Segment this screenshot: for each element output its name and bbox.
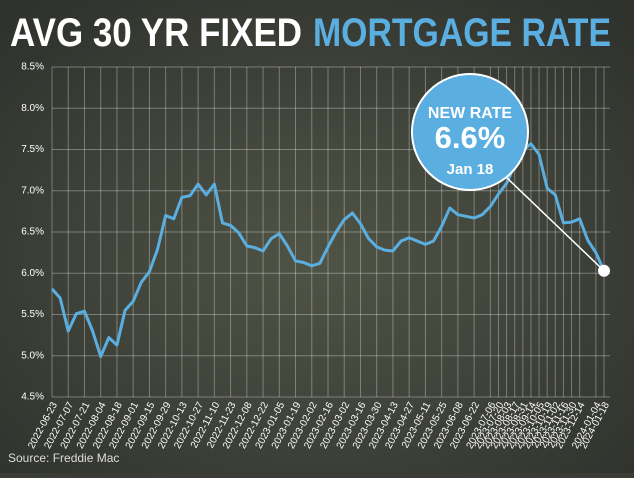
- y-tick-label: 7.5%: [21, 144, 44, 155]
- y-tick-label: 6.5%: [21, 227, 44, 238]
- callout-value: 6.6%: [435, 120, 506, 155]
- source: Source: Freddie Mac: [8, 451, 119, 465]
- latest-point: [598, 264, 610, 277]
- y-tick-label: 7.0%: [21, 185, 44, 196]
- callout-date: Jan 18: [447, 161, 494, 178]
- y-tick-label: 8.0%: [21, 103, 44, 114]
- y-tick-label: 6.0%: [21, 268, 44, 279]
- callout-connector: [505, 176, 605, 272]
- callout-bubble: [411, 73, 529, 191]
- y-tick-label: 4.5%: [21, 392, 44, 403]
- callout-heading: NEW RATE: [428, 105, 512, 122]
- y-tick-label: 8.5%: [21, 62, 44, 73]
- chart-title-highlight: MORTGAGE RATE: [313, 11, 611, 55]
- y-tick-label: 5.5%: [21, 309, 44, 320]
- chart-title: AVG 30 YR FIXED: [10, 11, 302, 55]
- y-tick-label: 5.0%: [21, 350, 44, 361]
